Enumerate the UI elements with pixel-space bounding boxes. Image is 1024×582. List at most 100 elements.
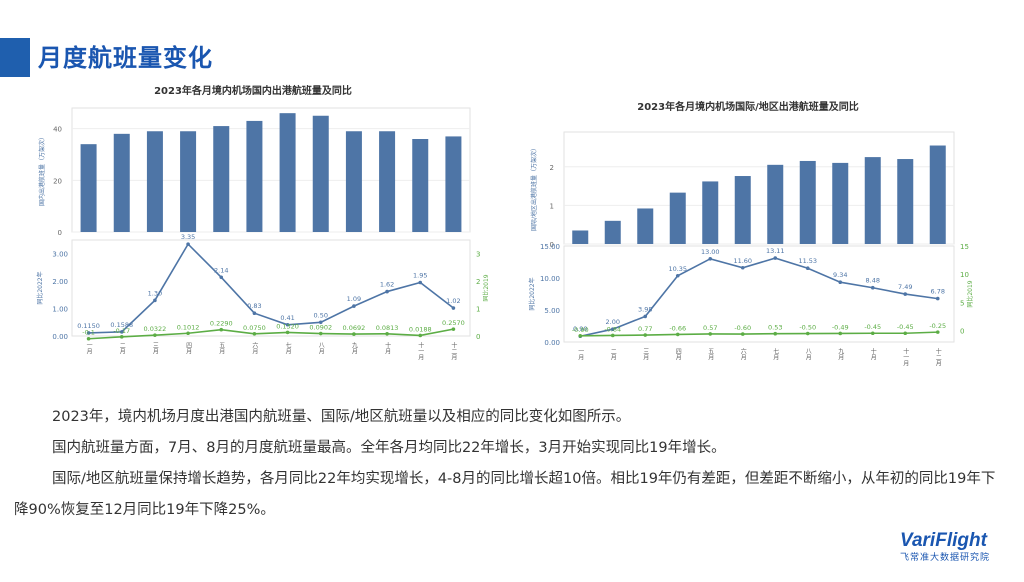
data-label: 3.98 (638, 305, 652, 313)
series-point (318, 320, 323, 325)
data-label: 0.90 (573, 325, 587, 333)
left-ytick-label: 15.00 (540, 243, 560, 251)
series-point (740, 265, 745, 270)
data-label: 0.83 (247, 302, 261, 310)
data-label: -0.50 (799, 324, 816, 332)
right-ytick-label: 5 (960, 299, 964, 307)
bar (279, 113, 296, 232)
category-label: 一月 (85, 342, 92, 355)
bar (412, 139, 429, 232)
bar (897, 159, 914, 244)
series-point (153, 298, 157, 303)
page-title: 月度航班量变化 (38, 44, 213, 72)
series-point (186, 242, 190, 246)
title-accent-bar (0, 38, 30, 77)
data-label: 1.62 (380, 281, 394, 289)
bar-ytick-label: 20 (53, 177, 62, 185)
data-label: 0.2290 (210, 320, 233, 328)
series-point (578, 333, 583, 338)
category-label: 四月 (185, 342, 192, 355)
bar (246, 120, 263, 232)
paragraph-1: 2023年，境内机场月度出港国内航班量、国际/地区航班量以及相应的同比变化如图所… (52, 409, 631, 425)
bar (379, 131, 396, 232)
category-label: 十二月 (450, 341, 457, 361)
series-point (773, 331, 778, 336)
bar (864, 157, 881, 244)
chart-svg: 2023年各月境内机场国际/地区出港航班量及同比 0 1 2 国际/地区出港航班量（万架… (528, 100, 974, 367)
category-label: 十一月 (902, 347, 909, 367)
right-ytick-label: 15 (960, 243, 969, 251)
bar-ytick-label: 1 (550, 202, 554, 210)
bar (80, 144, 97, 232)
category-label: 十月 (384, 341, 391, 355)
bar (734, 176, 751, 244)
data-label: 11.60 (733, 257, 752, 265)
category-label: 一月 (577, 348, 584, 361)
variflight-logo: VariFlight 飞常准大数据研究院 (900, 530, 1010, 563)
series-point (610, 327, 615, 331)
bar (113, 133, 130, 232)
category-label: 四月 (674, 348, 681, 361)
data-label: 0.0750 (243, 324, 266, 332)
bar-ytick-label: 2 (550, 164, 554, 172)
data-label: 3.35 (181, 233, 195, 241)
series-point (805, 266, 810, 271)
series-point (451, 306, 456, 310)
bar (799, 160, 816, 244)
series-point (643, 314, 648, 319)
paragraph-2: 国内航班量方面，7月、8月的月度航班量最高。全年各月均同比22年增长，3月开始实… (52, 440, 726, 456)
data-label: -0.90 (572, 326, 589, 334)
data-label: -0.49 (832, 323, 849, 331)
category-label: 三月 (151, 342, 158, 355)
series-line (88, 242, 454, 334)
bar-panel-frame (71, 107, 471, 233)
bar (637, 208, 654, 244)
category-label: 二月 (118, 342, 125, 355)
bar-ytick-label: 0 (550, 241, 554, 249)
data-label: 1.09 (347, 295, 361, 303)
right-ytick-label: 0 (960, 328, 964, 336)
data-label: 8.48 (866, 277, 880, 285)
international-flights-chart: 2023年各月境内机场国际/地区出港航班量及同比 0 1 2 国际/地区出港航班量（万架… (518, 98, 978, 378)
data-label: 1.95 (413, 272, 427, 280)
series-point (385, 332, 389, 336)
data-label: 0.0902 (309, 324, 332, 332)
series-point (935, 330, 940, 334)
data-label: 0.0692 (343, 324, 366, 332)
bar (929, 145, 946, 244)
series-point (418, 280, 423, 285)
series-point (675, 273, 680, 278)
series-line (580, 257, 938, 338)
line-panel-frame (563, 245, 955, 343)
data-label: 6.78 (931, 288, 945, 296)
data-label: 1.30 (148, 289, 162, 297)
series-point (643, 333, 648, 337)
data-label: 2.14 (214, 266, 228, 274)
logo-subtitle: 飞常准大数据研究院 (900, 553, 991, 563)
series-point (219, 327, 224, 332)
series-line (580, 331, 938, 337)
data-label: 0.41 (280, 314, 294, 322)
bar (604, 220, 621, 244)
bar (572, 230, 589, 244)
series-point (219, 275, 224, 280)
data-label: 1.02 (446, 297, 460, 305)
data-label: 13.00 (701, 248, 720, 256)
category-label: 八月 (317, 342, 324, 355)
data-label: 0.1588 (110, 321, 133, 329)
data-label: -0.84 (604, 325, 621, 333)
data-label: 0.0813 (376, 324, 399, 332)
series-line (88, 328, 454, 340)
data-label: 10.35 (668, 265, 687, 273)
series-point (252, 311, 257, 316)
category-label: 三月 (642, 348, 649, 361)
series-point (153, 333, 157, 337)
series-point (318, 331, 323, 336)
series-point (186, 331, 190, 336)
bar (213, 126, 230, 232)
category-label: 七月 (284, 341, 291, 355)
data-label: 0.0188 (409, 325, 432, 333)
logo-wordmark: VariFlight (900, 530, 987, 551)
category-label: 七月 (772, 347, 779, 361)
series-point (119, 330, 124, 334)
